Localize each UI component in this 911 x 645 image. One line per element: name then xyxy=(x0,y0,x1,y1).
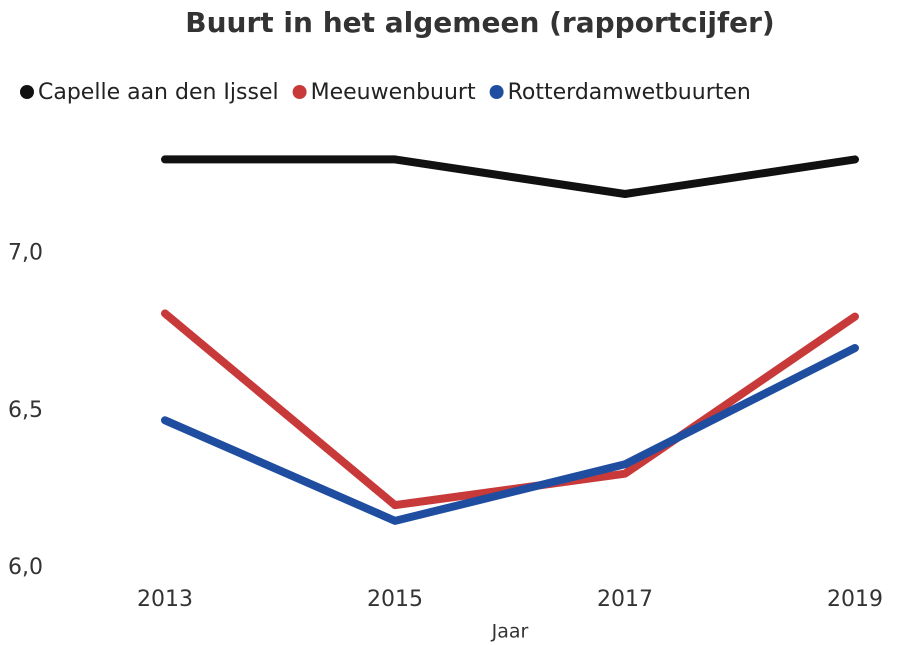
chart-title: Buurt in het algemeen (rapportcijfer) xyxy=(185,6,774,39)
line-series xyxy=(161,344,859,525)
y-tick-label: 7,0 xyxy=(8,241,43,266)
legend-label: Rotterdamwetbuurten xyxy=(508,80,751,105)
line-series xyxy=(161,309,859,510)
y-tick-label: 6,0 xyxy=(8,555,43,580)
x-axis-label: Jaar xyxy=(491,621,529,643)
legend-marker xyxy=(489,85,504,99)
legend-marker xyxy=(20,85,34,99)
x-tick-label: 2017 xyxy=(597,587,653,612)
x-tick-label: 2015 xyxy=(367,587,423,612)
line-series xyxy=(161,155,859,198)
x-tick-label: 2013 xyxy=(137,587,193,612)
y-tick-label: 6,5 xyxy=(8,398,43,423)
legend-label: Meeuwenbuurt xyxy=(311,80,476,105)
x-tick-label: 2019 xyxy=(827,587,883,612)
legend-marker xyxy=(292,85,307,99)
legend-label: Capelle aan den Ijssel xyxy=(38,80,279,105)
